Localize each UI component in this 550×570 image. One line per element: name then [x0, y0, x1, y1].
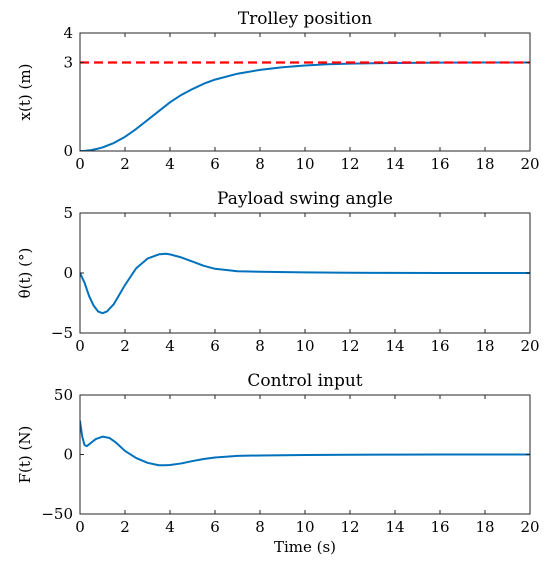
x-tick-label: 18: [475, 337, 494, 355]
x-tick-label: 18: [475, 518, 494, 536]
y-axis-label-2: θ(t) (°): [16, 248, 34, 299]
y-tick-label: −5: [51, 324, 73, 342]
x-tick-label: 0: [75, 518, 85, 536]
chart-title-2: Payload swing angle: [217, 189, 393, 209]
x-tick-label: 6: [210, 337, 220, 355]
x-tick-label: 0: [75, 337, 85, 355]
y-tick-label: 0: [63, 142, 73, 160]
x-tick-label: 2: [120, 518, 130, 536]
series-line-1-1: [80, 61, 530, 151]
y-tick-label: 50: [54, 386, 73, 404]
chart-title-1: Trolley position: [238, 9, 372, 29]
axes-box-1: [79, 32, 531, 152]
x-tick-label: 20: [520, 518, 539, 536]
x-tick-label: 0: [75, 155, 85, 173]
x-tick-label: 16: [430, 518, 449, 536]
y-tick-label: 4: [63, 24, 73, 42]
y-tick-label: 3: [63, 54, 73, 72]
x-tick-label: 4: [165, 518, 175, 536]
x-tick-label: 20: [520, 337, 539, 355]
x-tick-label: 10: [295, 518, 314, 536]
x-tick-label: 14: [385, 518, 404, 536]
y-tick-label: −50: [41, 505, 73, 523]
y-tick-label: 0: [63, 264, 73, 282]
series-line-2-1: [80, 252, 530, 315]
x-tick-label: 4: [165, 155, 175, 173]
x-tick-label: 16: [430, 155, 449, 173]
x-tick-label: 4: [165, 337, 175, 355]
x-tick-label: 2: [120, 155, 130, 173]
x-tick-label: 6: [210, 518, 220, 536]
x-tick-label: 12: [340, 155, 359, 173]
series-line-3-1: [80, 420, 530, 467]
x-tick-label: 6: [210, 155, 220, 173]
x-tick-label: 2: [120, 337, 130, 355]
y-tick-label: 0: [63, 446, 73, 464]
y-axis-label-3: F(t) (N): [16, 426, 34, 484]
x-tick-label: 18: [475, 155, 494, 173]
y-axis-label-1: x(t) (m): [16, 64, 34, 121]
x-tick-label: 14: [385, 155, 404, 173]
x-tick-label: 12: [340, 518, 359, 536]
x-tick-label: 10: [295, 155, 314, 173]
x-tick-label: 8: [255, 518, 265, 536]
x-tick-label: 10: [295, 337, 314, 355]
x-axis-label: Time (s): [274, 538, 336, 556]
x-tick-label: 20: [520, 155, 539, 173]
x-tick-label: 16: [430, 337, 449, 355]
y-tick-label: 5: [63, 204, 73, 222]
x-tick-label: 8: [255, 337, 265, 355]
x-tick-label: 14: [385, 337, 404, 355]
x-tick-label: 8: [255, 155, 265, 173]
x-tick-label: 12: [340, 337, 359, 355]
chart-title-3: Control input: [247, 371, 362, 391]
subplot-1: 0 2 4 6 8 10 12 14 16 18 20 0 3 4 Trolley position x(t)…: [16, 9, 540, 173]
